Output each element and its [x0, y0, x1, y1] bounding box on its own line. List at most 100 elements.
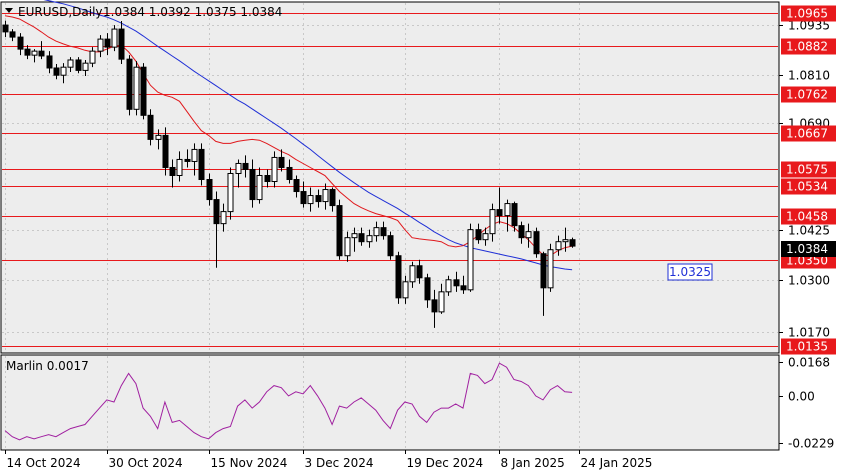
candle[interactable]	[555, 235, 562, 256]
candle[interactable]	[24, 45, 31, 60]
candle[interactable]	[213, 191, 220, 268]
candle[interactable]	[351, 227, 358, 252]
candle-body	[89, 50, 96, 64]
candle-body	[402, 281, 409, 299]
time-tick-label: 14 Oct 2024	[7, 456, 81, 470]
candle[interactable]	[286, 159, 293, 184]
candle-body	[438, 291, 445, 313]
candle[interactable]	[242, 155, 249, 178]
candle[interactable]	[395, 251, 402, 304]
candle[interactable]	[9, 29, 16, 42]
candle[interactable]	[387, 231, 394, 260]
candle[interactable]	[97, 35, 104, 58]
candle[interactable]	[489, 203, 496, 242]
candle[interactable]	[562, 227, 569, 252]
candle[interactable]	[75, 57, 82, 74]
candle[interactable]	[206, 173, 213, 206]
level-label-bg	[781, 161, 836, 178]
candle[interactable]	[235, 159, 242, 188]
candle[interactable]	[60, 63, 67, 84]
candle[interactable]	[271, 151, 278, 188]
candle[interactable]	[453, 271, 460, 292]
candle[interactable]	[366, 229, 373, 248]
candle[interactable]	[518, 221, 525, 244]
candle-body	[111, 28, 118, 48]
candle[interactable]	[46, 51, 53, 74]
candle[interactable]	[540, 251, 547, 316]
level-label-bg	[781, 125, 836, 142]
price-panel[interactable]	[0, 1, 780, 354]
candle[interactable]	[482, 227, 489, 246]
oscillator-line	[4, 362, 573, 441]
candle[interactable]	[184, 149, 191, 168]
candle[interactable]	[140, 63, 147, 120]
candle[interactable]	[438, 283, 445, 314]
candle[interactable]	[307, 187, 314, 212]
candle[interactable]	[373, 221, 380, 242]
candle[interactable]	[315, 189, 322, 208]
candle-body	[2, 24, 9, 33]
candle[interactable]	[431, 289, 438, 328]
candle[interactable]	[31, 49, 38, 63]
candle[interactable]	[176, 151, 183, 182]
candle[interactable]	[89, 47, 96, 68]
candle[interactable]	[227, 167, 234, 220]
candle[interactable]	[533, 227, 540, 258]
candle[interactable]	[278, 149, 285, 172]
candle[interactable]	[264, 169, 271, 188]
candle[interactable]	[104, 33, 111, 56]
candle[interactable]	[147, 109, 154, 146]
candle[interactable]	[256, 167, 263, 204]
candle[interactable]	[511, 201, 518, 232]
candle[interactable]	[300, 181, 307, 208]
candle[interactable]	[504, 199, 511, 232]
level-label: 1.0965	[786, 7, 828, 21]
candle[interactable]	[409, 261, 416, 288]
candle[interactable]	[126, 55, 133, 116]
candle[interactable]	[133, 61, 140, 116]
time-tick-label: 24 Jan 2025	[581, 456, 653, 470]
candle[interactable]	[198, 143, 205, 186]
candle[interactable]	[155, 129, 162, 150]
candle[interactable]	[424, 273, 431, 308]
candle[interactable]	[38, 41, 45, 60]
candle[interactable]	[445, 275, 452, 296]
time-tick-label: 8 Jan 2025	[501, 456, 565, 470]
oscillator-title: Marlin 0.0017	[6, 359, 89, 373]
symbol-dropdown-icon[interactable]	[5, 8, 13, 13]
candle[interactable]	[111, 25, 118, 52]
candle[interactable]	[293, 175, 300, 198]
candle[interactable]	[358, 227, 365, 246]
candle[interactable]	[322, 183, 329, 210]
candle[interactable]	[402, 275, 409, 304]
candle[interactable]	[336, 199, 343, 260]
candle[interactable]	[467, 223, 474, 292]
candle[interactable]	[191, 143, 198, 176]
candle[interactable]	[380, 221, 387, 240]
candle[interactable]	[2, 20, 9, 38]
oscillator-series-line[interactable]	[4, 362, 573, 441]
candle[interactable]	[162, 127, 169, 176]
candle-body	[147, 114, 154, 140]
candle[interactable]	[82, 59, 89, 77]
candle[interactable]	[169, 159, 176, 188]
candle[interactable]	[118, 21, 125, 64]
candle[interactable]	[475, 223, 482, 244]
slow-moving-average-line[interactable]	[5, 0, 573, 271]
candle[interactable]	[496, 187, 503, 224]
candle[interactable]	[460, 275, 467, 294]
candle[interactable]	[53, 63, 60, 80]
candle[interactable]	[329, 187, 336, 212]
candle[interactable]	[547, 243, 554, 292]
candle[interactable]	[416, 259, 423, 284]
candle-body	[518, 225, 525, 239]
candle[interactable]	[525, 223, 532, 248]
candle[interactable]	[220, 203, 227, 232]
candle[interactable]	[344, 231, 351, 262]
candle[interactable]	[67, 57, 74, 72]
candle[interactable]	[569, 237, 576, 248]
candle[interactable]	[17, 33, 24, 56]
candle[interactable]	[249, 159, 256, 208]
candle-body	[329, 189, 336, 207]
oscillator-panel[interactable]	[0, 354, 780, 451]
